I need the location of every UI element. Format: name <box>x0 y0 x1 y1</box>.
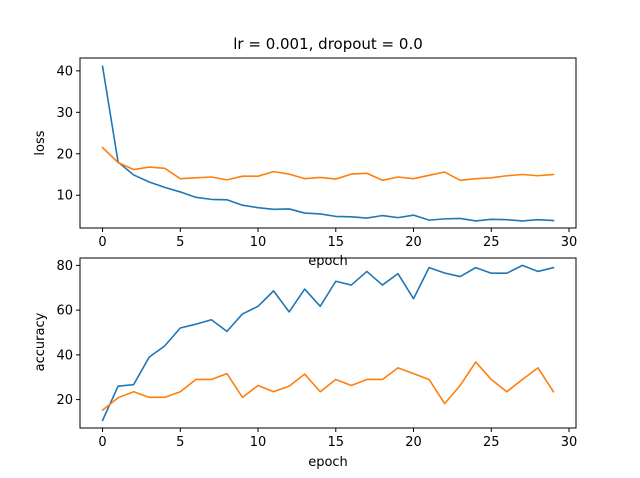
loss-series-orange-line <box>101 146 555 182</box>
loss-y-axis-label: loss <box>33 130 48 155</box>
accuracy-x-axis-label: epoch <box>308 455 348 470</box>
accuracy-series-blue-line <box>101 264 555 422</box>
loss-x-tick-label: 25 <box>483 235 500 250</box>
loss-x-tick-label: 0 <box>98 235 106 250</box>
loss-y-tick-label: 20 <box>56 147 73 162</box>
loss-subplot: lr = 0.001, dropout = 0.0 loss epoch 0 5 1… <box>33 35 577 269</box>
loss-x-axis-label: epoch <box>308 254 348 269</box>
accuracy-y-tick-label: 40 <box>56 348 73 363</box>
loss-y-tick-label: 10 <box>56 189 73 204</box>
accuracy-y-tick-label: 20 <box>56 393 73 408</box>
accuracy-x-tick-label: 30 <box>561 435 578 450</box>
accuracy-subplot: accuracy epoch 0 5 10 15 20 25 30 20 40 60 80 <box>33 257 578 470</box>
loss-series-blue-line <box>101 65 555 222</box>
accuracy-x-tick-label: 20 <box>405 435 422 450</box>
loss-y-tick-label: 40 <box>56 64 73 79</box>
loss-x-tick-label: 5 <box>176 235 184 250</box>
accuracy-axes-frame <box>79 257 577 429</box>
accuracy-y-tick-label: 80 <box>56 259 73 274</box>
accuracy-x-tick-label: 0 <box>98 435 106 450</box>
loss-axes-frame <box>79 57 577 229</box>
accuracy-y-axis-label: accuracy <box>33 312 48 371</box>
accuracy-x-tick-label: 15 <box>328 435 345 450</box>
loss-x-tick-label: 20 <box>405 235 422 250</box>
loss-x-tick-label: 30 <box>561 235 578 250</box>
loss-y-tick-label: 30 <box>56 106 73 121</box>
accuracy-series-orange-line <box>101 361 555 412</box>
accuracy-x-tick-label: 5 <box>176 435 184 450</box>
loss-x-tick-label: 10 <box>250 235 267 250</box>
accuracy-x-tick-label: 25 <box>483 435 500 450</box>
chart-title: lr = 0.001, dropout = 0.0 <box>233 35 423 53</box>
accuracy-x-tick-label: 10 <box>250 435 267 450</box>
accuracy-y-tick-label: 60 <box>56 304 73 319</box>
loss-x-tick-label: 15 <box>328 235 345 250</box>
